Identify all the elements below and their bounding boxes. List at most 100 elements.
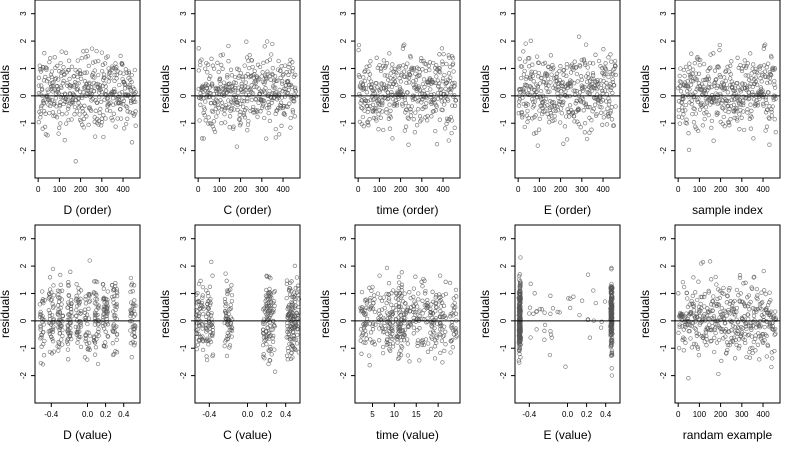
data-point xyxy=(295,283,301,288)
y-tick-label: -2 xyxy=(339,147,348,155)
data-point xyxy=(282,112,288,117)
data-point xyxy=(749,76,754,81)
data-point xyxy=(439,300,445,305)
data-point xyxy=(291,330,296,335)
data-point xyxy=(210,353,215,359)
data-point xyxy=(563,364,568,369)
data-point xyxy=(56,295,61,300)
data-point xyxy=(231,126,236,131)
data-point xyxy=(76,286,81,291)
x-tick-label: -0.4 xyxy=(202,410,216,419)
data-point xyxy=(582,121,588,126)
data-point xyxy=(420,298,425,303)
data-point xyxy=(609,265,614,271)
data-point xyxy=(543,80,549,85)
data-point xyxy=(693,111,699,116)
data-point xyxy=(50,301,55,307)
data-point xyxy=(568,296,573,301)
data-point xyxy=(761,268,766,274)
data-point xyxy=(518,355,523,360)
y-tick-label: 2 xyxy=(499,263,508,268)
data-point xyxy=(773,317,779,322)
data-point xyxy=(110,352,116,358)
data-point xyxy=(404,107,409,113)
data-point xyxy=(206,306,211,311)
data-point xyxy=(204,357,210,363)
data-point xyxy=(49,351,55,356)
data-point xyxy=(290,60,295,65)
data-point xyxy=(612,58,618,64)
data-point xyxy=(609,340,615,345)
data-point xyxy=(105,333,110,339)
data-point xyxy=(772,78,777,84)
data-point xyxy=(411,117,416,122)
data-point xyxy=(731,102,737,107)
data-point xyxy=(403,100,408,106)
data-point xyxy=(105,322,111,327)
data-point xyxy=(443,81,448,86)
data-point xyxy=(74,109,79,114)
data-point xyxy=(133,109,138,114)
data-point xyxy=(401,69,407,74)
data-point xyxy=(266,290,271,295)
data-point xyxy=(95,312,100,318)
data-point xyxy=(49,97,54,103)
data-point xyxy=(363,86,368,91)
data-point xyxy=(68,269,73,274)
data-point xyxy=(442,72,447,78)
y-axis-label: residuals xyxy=(478,290,492,338)
data-point xyxy=(691,303,696,308)
data-point xyxy=(223,120,228,125)
data-point xyxy=(116,101,121,106)
data-point xyxy=(91,88,97,94)
data-point xyxy=(747,307,752,312)
data-point xyxy=(526,92,531,97)
data-point xyxy=(74,81,79,86)
data-point xyxy=(198,62,203,68)
data-point xyxy=(249,57,254,63)
data-point xyxy=(408,305,414,310)
y-tick-label: -2 xyxy=(659,147,668,155)
data-point xyxy=(742,337,747,343)
data-point xyxy=(46,89,51,94)
data-point xyxy=(58,272,63,278)
data-point xyxy=(608,296,614,301)
data-point xyxy=(518,327,523,332)
data-point xyxy=(598,110,604,115)
data-point xyxy=(78,76,84,81)
data-point xyxy=(550,63,555,68)
data-point xyxy=(86,340,92,346)
data-point xyxy=(238,70,243,76)
data-point xyxy=(222,343,227,349)
data-point xyxy=(420,337,425,343)
data-point xyxy=(284,353,290,358)
data-point xyxy=(527,92,533,97)
data-point xyxy=(759,79,764,84)
data-point xyxy=(94,297,100,302)
data-point xyxy=(527,305,533,310)
data-point xyxy=(696,128,701,134)
data-point xyxy=(520,113,525,118)
data-point xyxy=(744,326,749,332)
y-tick-label: -2 xyxy=(19,147,28,155)
y-axis-label: residuals xyxy=(638,65,652,113)
data-point xyxy=(92,68,97,73)
data-point xyxy=(275,67,281,72)
data-point xyxy=(449,118,455,123)
data-point xyxy=(689,298,694,304)
data-point xyxy=(552,83,558,88)
data-point xyxy=(272,288,278,294)
data-point xyxy=(421,77,427,82)
data-point xyxy=(207,76,212,81)
x-tick-label: 400 xyxy=(276,185,290,194)
data-point xyxy=(403,124,409,129)
data-point xyxy=(292,326,298,331)
data-point xyxy=(266,330,272,335)
data-point xyxy=(602,83,607,88)
data-point xyxy=(536,70,542,76)
data-point xyxy=(367,72,373,77)
data-point xyxy=(583,42,589,47)
data-point xyxy=(568,305,573,311)
data-point xyxy=(290,65,296,71)
